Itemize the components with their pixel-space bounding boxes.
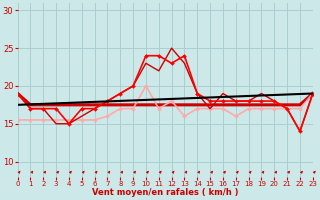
X-axis label: Vent moyen/en rafales ( km/h ): Vent moyen/en rafales ( km/h ) [92, 188, 238, 197]
